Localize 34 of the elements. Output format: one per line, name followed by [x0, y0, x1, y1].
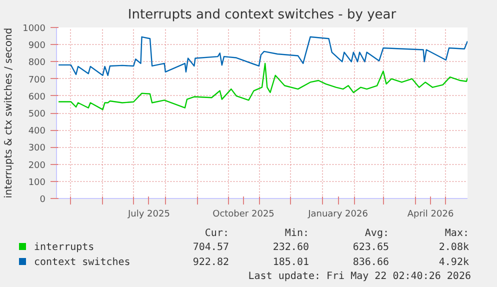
y-tick-label: 200	[28, 160, 46, 171]
text: 2.08k	[438, 241, 469, 256]
y-tick-label: 700	[28, 75, 46, 86]
y-tick-label: 300	[28, 144, 46, 154]
text: 232.60	[272, 241, 309, 256]
y-tick-label: 400	[28, 126, 46, 137]
x-tick-label: July 2025	[127, 210, 170, 220]
x-tick-label: January 2026	[307, 210, 368, 220]
text: 185.01	[272, 256, 309, 270]
line-series	[58, 36, 468, 76]
y-tick-label: 0	[40, 195, 46, 205]
text: 623.65	[352, 241, 389, 256]
y-tick-label: 900	[28, 41, 46, 52]
text: 922.82	[192, 256, 229, 270]
legend-label: context switches	[33, 256, 132, 270]
y-tick-label: 100	[28, 178, 46, 188]
line-series	[58, 62, 468, 110]
text: 836.66	[352, 256, 389, 270]
y-tick-label: 500	[28, 110, 46, 120]
text: 4.92k	[438, 256, 469, 270]
x-tick-label: October 2025	[212, 210, 274, 220]
y-tick-label: 1000	[22, 24, 46, 34]
text: 704.57	[192, 241, 229, 256]
y-tick-label: 800	[28, 58, 46, 68]
text: Min:	[284, 227, 309, 241]
text: Avg:	[364, 227, 389, 241]
text: Max:	[444, 227, 469, 241]
y-axis-title: interrupts & ctx switches / second	[4, 28, 15, 198]
x-tick-label: April 2026	[407, 210, 454, 220]
legend-label: interrupts	[33, 241, 96, 256]
y-tick-label: 600	[28, 92, 46, 102]
chart-title: Interrupts and context switches - by year	[128, 8, 397, 22]
text: Last update: Fri May 22 02:40:26 2026	[247, 270, 471, 284]
text: Cur:	[204, 227, 229, 241]
